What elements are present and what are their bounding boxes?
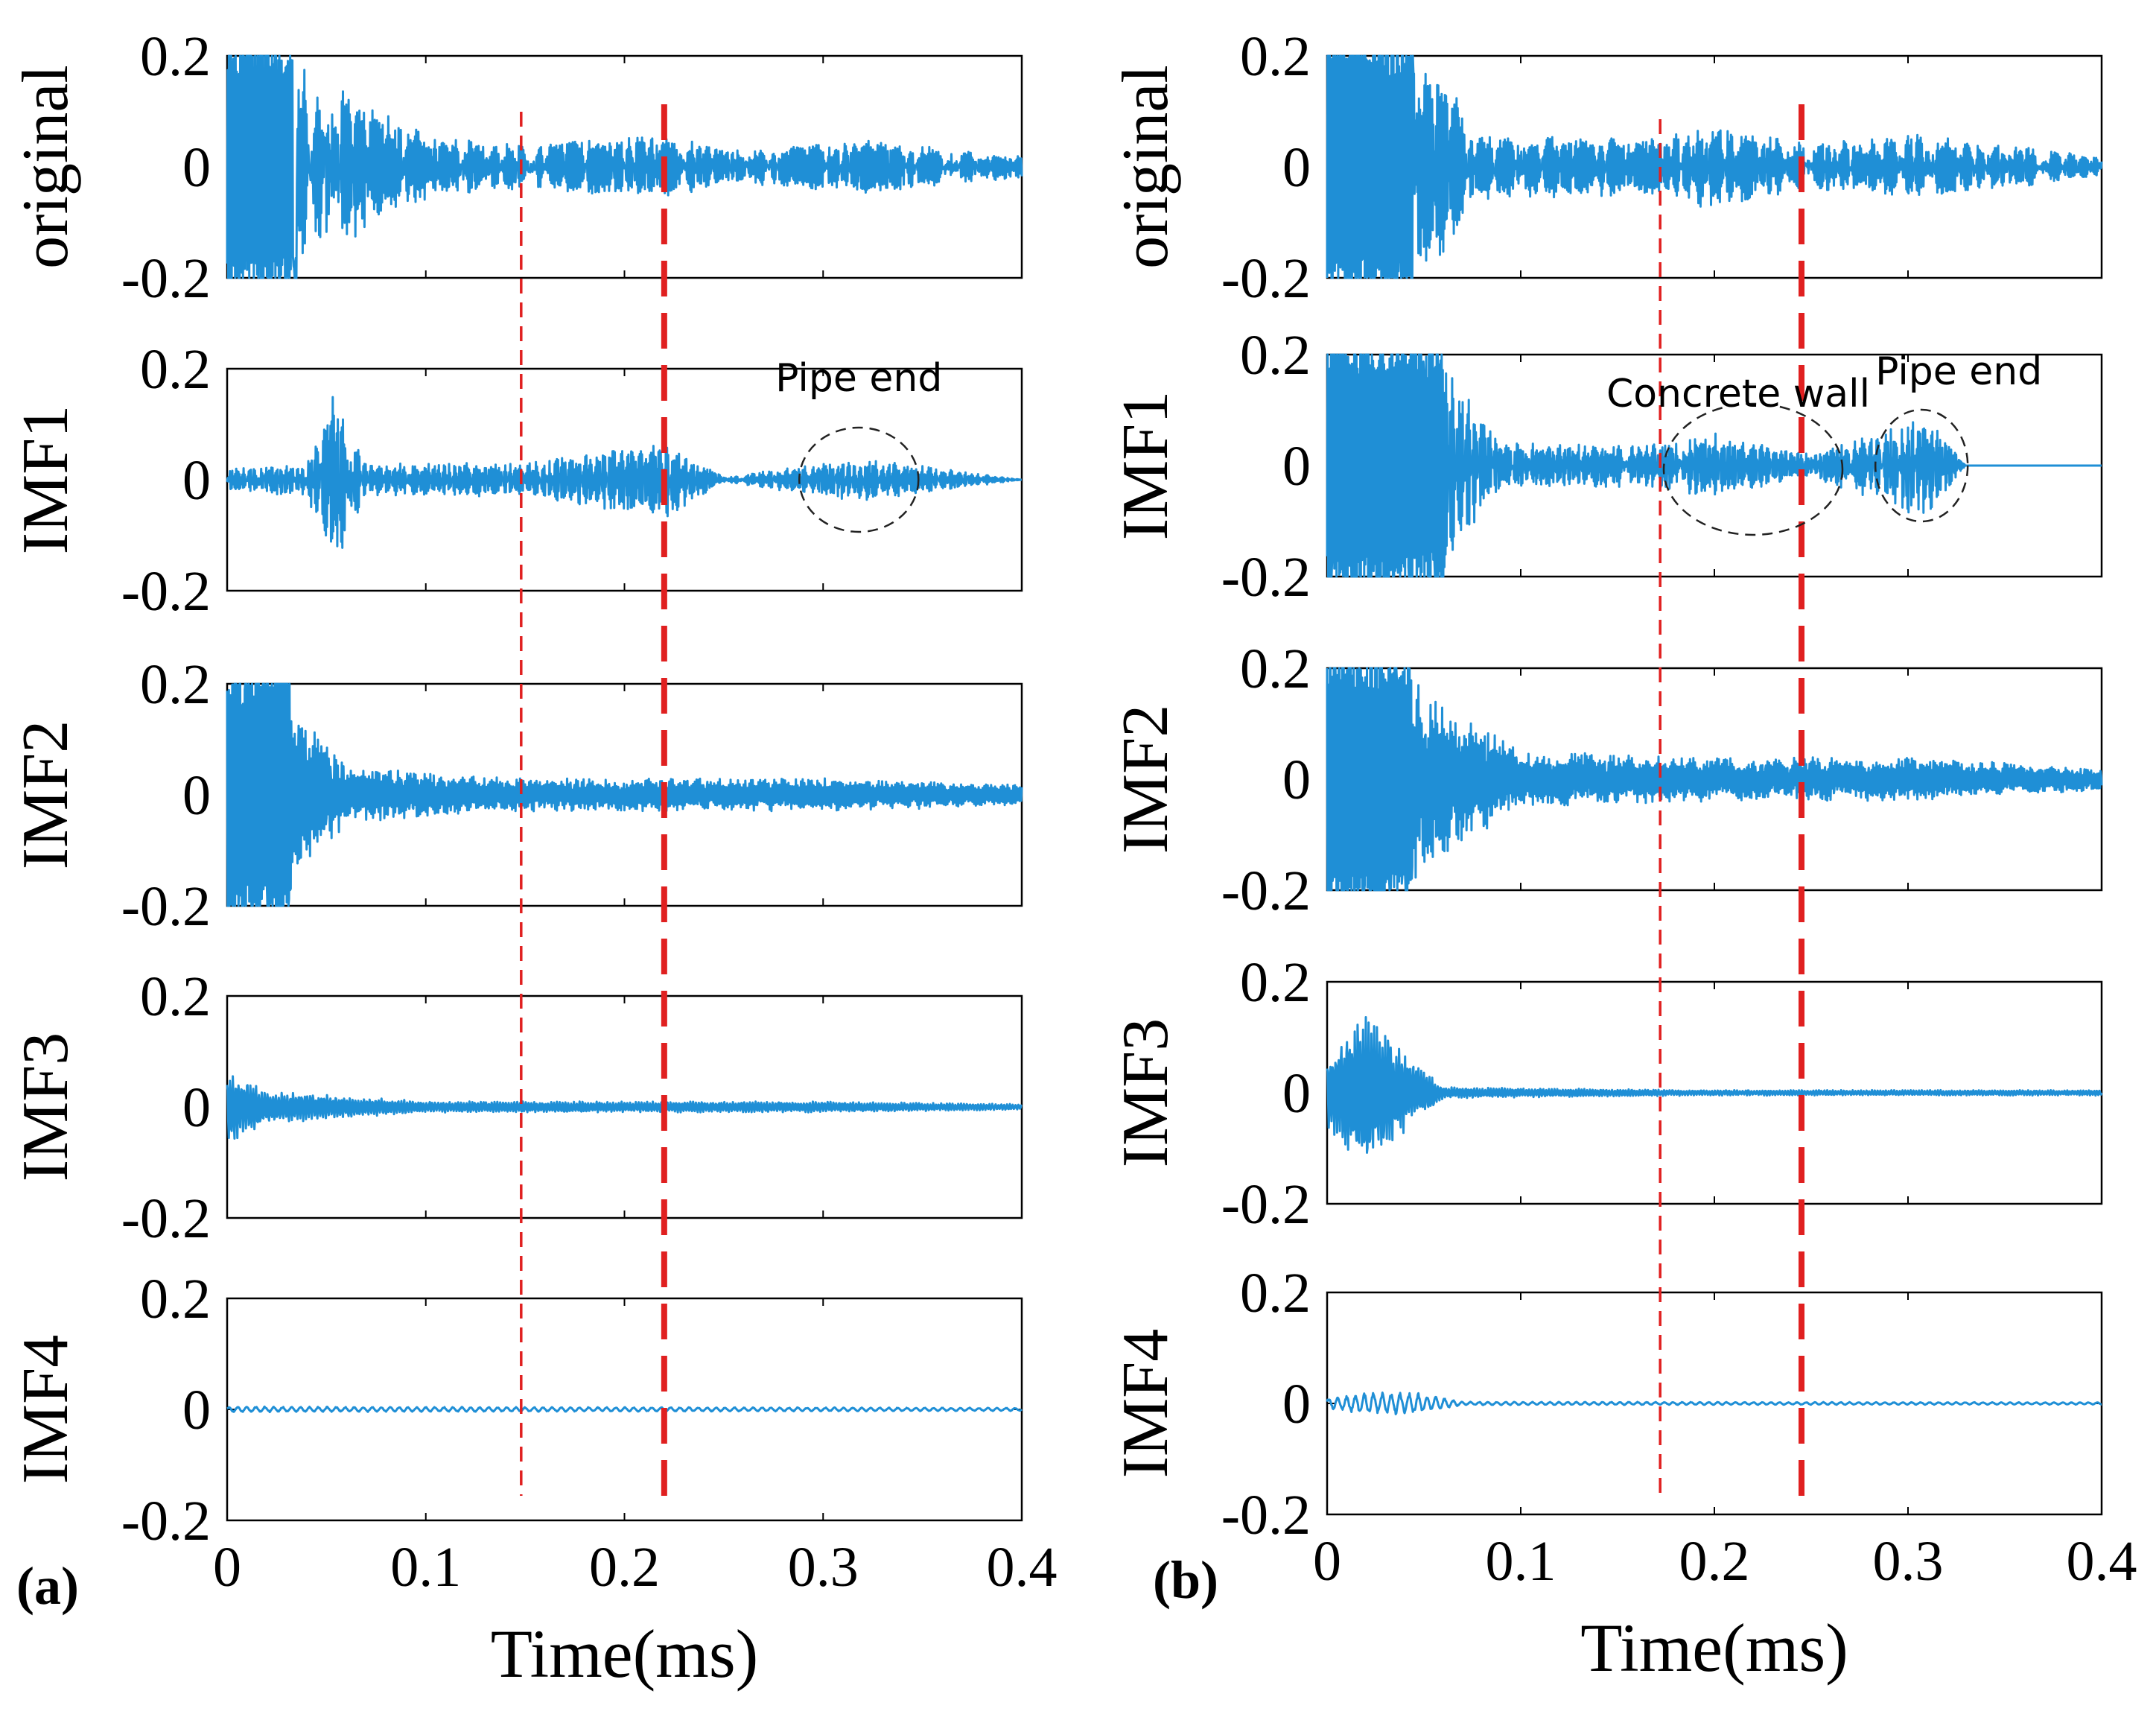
y-tick-label: 0	[1282, 1373, 1311, 1435]
subplot-original: 0.2 0 -0.2 original	[1110, 25, 2103, 310]
series-label: IMF3	[10, 1032, 82, 1182]
signal-line-imf2	[226, 682, 1023, 907]
annotation-circle	[798, 426, 920, 533]
y-tick-label: 0.2	[1240, 324, 1311, 387]
x-tick-label: 0.3	[1873, 1530, 1944, 1593]
signal-line-original	[226, 54, 1023, 279]
y-tick-label: -0.2	[121, 875, 211, 938]
y-tick-label: 0.2	[140, 653, 211, 716]
y-tick-label: -0.2	[1221, 1173, 1311, 1236]
y-tick-label: 0	[182, 1076, 211, 1139]
y-tick-label: 0	[182, 449, 211, 512]
x-axis-label: Time(ms)	[491, 1616, 759, 1692]
subplot-imf2: 0.2 0 -0.2 IMF2	[1110, 638, 2103, 922]
y-tick-label: -0.2	[1221, 1484, 1311, 1546]
subplot-imf4: 0.2 0 -0.2 IMF4	[10, 1268, 1023, 1552]
series-label: IMF2	[1110, 705, 1182, 854]
signal-line-imf3	[1326, 1016, 2103, 1154]
y-tick-label: -0.2	[1221, 247, 1311, 310]
y-tick-label: 0	[1282, 435, 1311, 498]
y-tick-label: -0.2	[121, 1490, 211, 1552]
y-tick-label: 0.2	[1240, 1262, 1311, 1324]
x-tick-label: 0.1	[390, 1536, 461, 1599]
chart-panel-1: 0.20-0.2original0.20-0.2IMF10.20-0.2IMF2…	[1110, 25, 2137, 1686]
series-label: original	[10, 65, 82, 269]
y-tick-label: 0.2	[140, 25, 211, 88]
y-tick-label: 0	[182, 136, 211, 199]
signal-line-imf4	[1326, 1392, 2102, 1415]
x-tick-label: 0.2	[589, 1536, 660, 1599]
x-tick-label: 0	[213, 1536, 241, 1599]
y-tick-label: 0.2	[140, 1268, 211, 1330]
y-tick-label: -0.2	[121, 560, 211, 623]
panel-label: (b)	[1153, 1550, 1218, 1610]
y-tick-label: 0	[1282, 1062, 1311, 1125]
subplot-imf3: 0.2 0 -0.2 IMF3	[10, 965, 1023, 1250]
subplot-imf1: 0.2 0 -0.2 IMF1	[10, 338, 1023, 623]
signal-line-imf4	[226, 1405, 1023, 1414]
y-tick-label: 0	[1282, 136, 1311, 199]
series-label: IMF1	[1110, 391, 1182, 541]
annotation-circle	[1662, 402, 1844, 536]
y-tick-label: 0	[182, 1379, 211, 1441]
subplot-original: 0.2 0 -0.2 original	[10, 25, 1023, 310]
x-tick-label: 0.4	[987, 1536, 1058, 1599]
subplot-imf3: 0.2 0 -0.2 IMF3	[1110, 951, 2103, 1236]
subplot-imf1: 0.2 0 -0.2 IMF1	[1110, 324, 2103, 609]
y-tick-label: -0.2	[1221, 546, 1311, 609]
y-tick-label: 0.2	[1240, 25, 1311, 88]
series-label: IMF4	[1110, 1329, 1182, 1479]
signal-line-imf2	[1326, 667, 2103, 892]
x-tick-label: 0.1	[1486, 1530, 1556, 1593]
series-label: IMF2	[10, 720, 82, 870]
series-label: original	[1110, 65, 1182, 269]
y-tick-label: 0	[182, 764, 211, 827]
signal-line-imf1	[226, 396, 1023, 549]
annotation-circle	[1874, 408, 1969, 523]
x-tick-label: 0.2	[1679, 1530, 1750, 1593]
x-tick-label: 0.3	[788, 1536, 859, 1599]
series-label: IMF1	[10, 405, 82, 555]
signal-line-original	[1326, 54, 2103, 279]
subplot-imf4: 0.2 0 -0.2 IMF4	[1110, 1262, 2103, 1546]
series-label: IMF4	[10, 1335, 82, 1485]
y-tick-label: 0.2	[1240, 951, 1311, 1014]
x-tick-label: 0.4	[2067, 1530, 2137, 1593]
y-tick-label: 0.2	[140, 965, 211, 1028]
y-tick-label: -0.2	[121, 247, 211, 310]
y-tick-label: 0.2	[1240, 638, 1311, 700]
x-axis-label: Time(ms)	[1580, 1610, 1848, 1686]
series-label: IMF3	[1110, 1018, 1182, 1168]
subplot-imf2: 0.2 0 -0.2 IMF2	[10, 653, 1023, 938]
chart-panel-0: 0.20-0.2original0.20-0.2IMF10.20-0.2IMF2…	[10, 25, 1058, 1692]
signal-line-imf1	[1326, 353, 2102, 578]
y-tick-label: 0.2	[140, 338, 211, 401]
y-tick-label: -0.2	[1221, 860, 1311, 922]
x-tick-label: 0	[1313, 1530, 1341, 1593]
panel-label: (a)	[16, 1556, 79, 1616]
annotation-label: Pipe end	[1875, 349, 2042, 394]
annotation-label: Pipe end	[775, 356, 942, 401]
y-tick-label: -0.2	[121, 1187, 211, 1250]
y-tick-label: 0	[1282, 749, 1311, 811]
annotation-label: Concrete wall	[1606, 372, 1870, 416]
signal-line-imf3	[226, 1075, 1023, 1140]
